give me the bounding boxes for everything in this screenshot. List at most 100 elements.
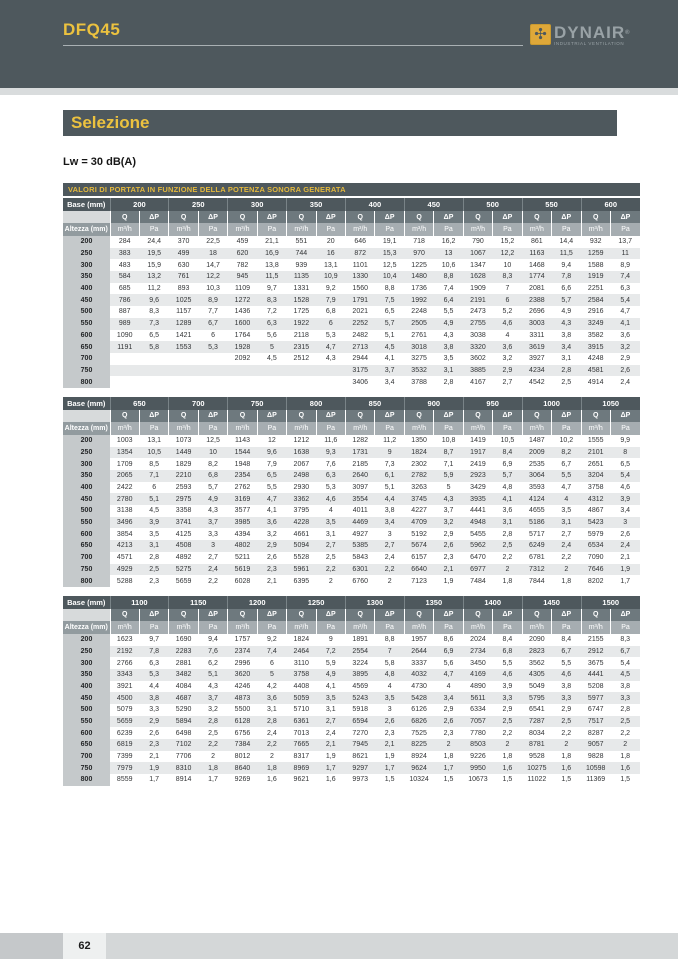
value-cell (139, 364, 169, 377)
dp-unit-cell: Pa (609, 421, 640, 435)
value-cell: 3554 (345, 493, 375, 506)
base-value-cell: 1250 (286, 595, 346, 609)
value-cell: 2,2 (551, 727, 581, 740)
value-cell: 2,9 (433, 704, 464, 716)
value-cell: 10,3 (198, 282, 228, 295)
value-cell: 2,6 (610, 528, 640, 541)
table-row: 800 5288 2,3 5659 2,2 6028 2,1 6395 2 6760 2 7123 1,… (63, 575, 640, 587)
value-cell: 9,3 (316, 446, 346, 459)
base-value-cell: 450 (403, 198, 464, 211)
value-cell: 10 (198, 446, 228, 459)
value-cell: 4873 (227, 692, 258, 704)
value-cell: 18 (198, 247, 228, 260)
q-unit-cell: m³/h (403, 620, 434, 634)
base-header-row: Base (mm) 200 250 300 350 400 450 500 550 600 (63, 198, 640, 211)
value-cell: 3582 (581, 329, 611, 342)
value-cell: 551 (286, 236, 317, 248)
value-cell: 2584 (581, 294, 611, 307)
value-cell: 10673 (463, 774, 493, 786)
altezza-cell: 250 (63, 247, 110, 260)
value-cell: 1560 (345, 282, 375, 295)
value-cell: 1690 (168, 633, 199, 646)
value-cell: 5,4 (610, 294, 640, 307)
value-cell: 4,1 (316, 680, 346, 693)
dp-unit-cell: Pa (374, 620, 405, 634)
value-cell: 4169 (463, 668, 493, 681)
q-unit-cell: m³/h (227, 421, 258, 435)
value-cell: 3741 (168, 516, 199, 529)
value-cell: 6,5 (610, 458, 640, 470)
q-header-cell: Q (286, 409, 317, 422)
value-cell: 6 (198, 329, 228, 342)
value-cell: 1736 (404, 282, 434, 295)
value-cell: 7,5 (374, 294, 405, 307)
value-cell: 9621 (286, 774, 317, 786)
value-cell: 1157 (168, 306, 199, 318)
value-cell: 3,5 (433, 352, 464, 365)
value-cell: 6,9 (492, 458, 523, 470)
value-cell: 15,2 (492, 236, 523, 248)
base-value-cell: 250 (168, 198, 228, 211)
value-cell: 3496 (110, 516, 140, 529)
q-unit-cell: m³/h (227, 223, 258, 236)
value-cell: 3,6 (257, 516, 287, 529)
dp-header-cell: ΔP (492, 211, 523, 223)
value-cell: 20 (316, 236, 346, 248)
dp-unit-cell: Pa (433, 421, 464, 435)
value-cell: 8781 (522, 739, 552, 751)
value-cell: 3,9 (139, 516, 169, 529)
dp-unit-cell: Pa (197, 223, 228, 236)
dp-unit-cell: Pa (609, 223, 640, 236)
dp-header-cell: ΔP (433, 409, 464, 422)
value-cell: 3263 (404, 481, 434, 494)
value-cell: 4867 (581, 505, 611, 517)
value-cell: 7384 (227, 739, 258, 751)
value-cell (257, 376, 287, 388)
value-cell (168, 352, 199, 365)
table-row: 400 685 11,2 893 10,3 1109 9,7 1331 9,2 1560 8,8 17… (63, 282, 640, 295)
value-cell: 4,1 (492, 493, 523, 506)
value-cell: 7013 (286, 727, 317, 740)
value-cell: 1709 (110, 458, 140, 470)
value-cell: 2734 (463, 645, 493, 658)
table-row: 500 5079 3,3 5290 3,2 5500 3,1 5710 3,1 5918 3 6126… (63, 704, 640, 716)
value-cell: 620 (227, 247, 258, 260)
value-cell: 2,3 (433, 727, 464, 740)
table-row: 550 3496 3,9 3741 3,7 3985 3,6 4228 3,5 4469 3,4 47… (63, 516, 640, 529)
value-cell: 8924 (404, 750, 434, 763)
value-cell: 2,9 (257, 540, 287, 552)
value-cell: 4569 (345, 680, 375, 693)
value-cell: 3,8 (433, 341, 464, 353)
value-cell: 2823 (522, 645, 552, 658)
value-cell: 1824 (286, 633, 317, 646)
value-cell: 9,2 (316, 282, 346, 295)
value-cell: 1928 (227, 341, 258, 353)
value-cell: 5,9 (433, 470, 464, 482)
value-cell: 3,2 (257, 528, 287, 541)
q-header-cell: Q (109, 211, 140, 223)
value-cell: 8310 (168, 762, 199, 775)
value-cell (110, 364, 140, 377)
value-cell: 19,1 (374, 236, 405, 248)
dp-unit-cell: Pa (433, 620, 464, 634)
value-cell: 1992 (404, 294, 434, 307)
value-cell: 4,8 (492, 481, 523, 494)
value-cell: 4892 (168, 551, 199, 564)
value-cell: 7,8 (551, 271, 581, 283)
value-cell: 2,6 (257, 551, 287, 564)
table-row: 600 3854 3,5 4125 3,3 4394 3,2 4661 3,1 4927 3 5192… (63, 528, 640, 541)
value-cell: 4929 (110, 563, 140, 576)
table-row: 450 786 9,6 1025 8,9 1272 8,3 1528 7,9 1791 7,5 199… (63, 294, 640, 307)
value-cell (227, 376, 258, 388)
value-cell: 2,8 (198, 715, 228, 728)
base-label-cell: Base (mm) (63, 396, 110, 410)
value-cell: 5,1 (139, 493, 169, 506)
value-cell: 5290 (168, 704, 199, 716)
value-cell: 2,3 (374, 727, 405, 740)
value-cell: 6,6 (551, 282, 581, 295)
value-cell: 3,3 (492, 692, 523, 704)
value-cell: 3,6 (610, 329, 640, 342)
value-cell: 5717 (522, 528, 552, 541)
table-row: 400 2422 6 2593 5,7 2762 5,5 2930 5,3 3097 5,1 3263… (63, 481, 640, 494)
value-cell: 1,6 (257, 774, 287, 786)
